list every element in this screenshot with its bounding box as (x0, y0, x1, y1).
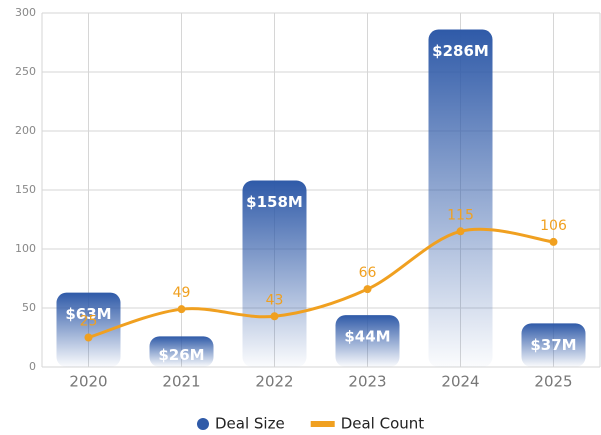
bar (56, 292, 121, 367)
y-tick-label: 300 (15, 6, 36, 19)
line-point (456, 227, 465, 236)
line-value-label: 66 (359, 265, 377, 281)
x-tick-label: 2022 (255, 373, 293, 391)
bar-value-label: $63M (65, 305, 111, 323)
bar-value-label: $44M (344, 328, 390, 346)
x-tick-label: 2024 (441, 373, 479, 391)
x-tick-label: 2020 (69, 373, 107, 391)
line (88, 227, 554, 339)
bar-value-label: $286M (432, 42, 489, 60)
bar (335, 315, 400, 367)
y-tick-label: 100 (15, 242, 36, 255)
line-value-label: 25 (80, 314, 98, 330)
x-tick-label: 2025 (534, 373, 572, 391)
y-tick-label: 50 (22, 301, 36, 314)
bar (521, 323, 586, 367)
bar-value-label: $158M (246, 193, 303, 211)
y-tick-label: 200 (15, 124, 36, 137)
legend-label: Deal Count (341, 415, 425, 433)
bar-value-label: $37M (530, 336, 576, 354)
line-point (177, 305, 186, 314)
line-point (549, 237, 558, 246)
y-tick-label: 0 (29, 360, 36, 373)
line-value-label: 43 (266, 292, 284, 308)
y-tick-label: 250 (15, 65, 36, 78)
line-value-label: 115 (447, 207, 474, 223)
line-value-label: 49 (173, 285, 191, 301)
x-tick-label: 2023 (348, 373, 386, 391)
legend-swatch (310, 421, 335, 427)
bar-value-label: $26M (158, 346, 204, 364)
line-value-label: 106 (540, 218, 567, 234)
y-tick-label: 150 (15, 183, 36, 196)
x-tick-label: 2021 (162, 373, 200, 391)
legend-swatch (197, 418, 209, 430)
line-point (363, 285, 372, 294)
legend-label: Deal Size (215, 415, 285, 433)
line-point (84, 333, 93, 342)
bar (242, 180, 307, 367)
bar (428, 29, 493, 368)
line-point (270, 312, 279, 321)
bar (149, 336, 214, 367)
